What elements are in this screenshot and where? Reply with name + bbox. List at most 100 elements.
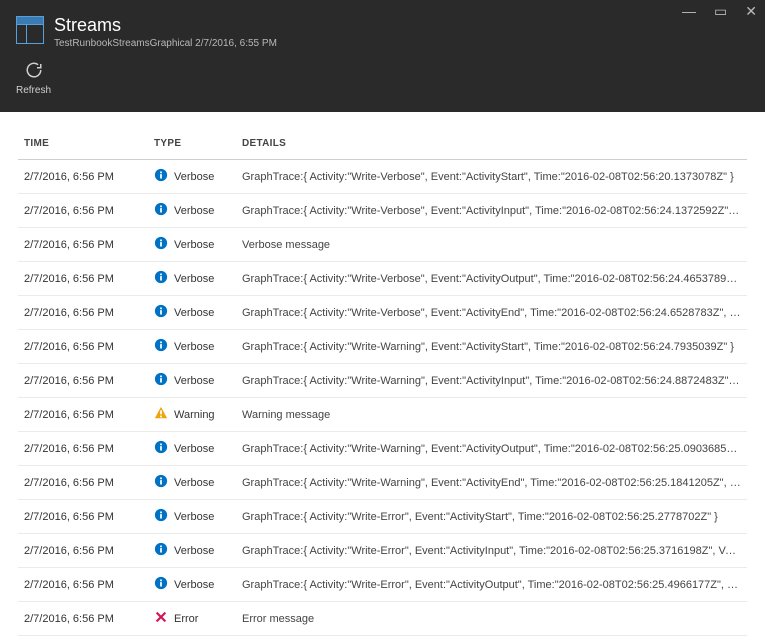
type-label: Verbose bbox=[174, 239, 214, 251]
type-label: Verbose bbox=[174, 545, 214, 557]
refresh-icon bbox=[25, 61, 43, 82]
verbose-icon bbox=[154, 304, 168, 321]
table-row[interactable]: 2/7/2016, 6:56 PMVerboseGraphTrace:{ Act… bbox=[18, 296, 747, 330]
table-row[interactable]: 2/7/2016, 6:56 PM Verbose GraphTrace:{ Act… bbox=[18, 262, 747, 296]
cell-time: 2/7/2016, 6:56 PM bbox=[18, 228, 148, 262]
warning-icon bbox=[154, 406, 168, 423]
cell-type: Verbose bbox=[148, 296, 236, 330]
table-row[interactable]: 2/7/2016, 6:56 PM Error Error message bbox=[18, 602, 747, 636]
type-label: Error bbox=[174, 613, 198, 625]
verbose-icon bbox=[154, 576, 168, 593]
type-label: Verbose bbox=[174, 375, 214, 387]
cell-details: GraphTrace:{ Activity:"Write-Warning", E… bbox=[236, 466, 747, 500]
table-row[interactable]: 2/7/2016, 6:56 PM Verbose GraphTrace:{ Act… bbox=[18, 500, 747, 534]
cell-type: Verbose bbox=[148, 432, 236, 466]
cell-details: GraphTrace:{ Activity:"Write-Error", Eve… bbox=[236, 636, 747, 640]
toolbar: Refresh bbox=[16, 61, 749, 96]
verbose-icon bbox=[154, 372, 168, 389]
col-header-type[interactable]: TYPE bbox=[148, 130, 236, 160]
table-row[interactable]: 2/7/2016, 6:56 PM Verbose GraphTrace:{ Act… bbox=[18, 466, 747, 500]
cell-details: GraphTrace:{ Activity:"Write-Verbose", E… bbox=[236, 194, 747, 228]
col-header-time[interactable]: TIME bbox=[18, 130, 148, 160]
cell-details: GraphTrace:{ Activity:"Write-Warning", E… bbox=[236, 432, 747, 466]
close-button[interactable]: ✕ bbox=[745, 4, 757, 18]
cell-details: GraphTrace:{ Activity:"Write-Error", Eve… bbox=[236, 568, 747, 602]
table-row[interactable]: 2/7/2016, 6:56 PMVerboseGraphTrace:{ Act… bbox=[18, 330, 747, 364]
streams-table: TIME TYPE DETAILS 2/7/2016, 6:56 PMVerbo… bbox=[18, 130, 747, 640]
cell-type: Verbose bbox=[148, 568, 236, 602]
window-controls: — ▭ ✕ bbox=[682, 4, 757, 18]
cell-details: GraphTrace:{ Activity:"Write-Error", Eve… bbox=[236, 534, 747, 568]
cell-type: Verbose bbox=[148, 534, 236, 568]
cell-time: 2/7/2016, 6:56 PM bbox=[18, 364, 148, 398]
verbose-icon bbox=[154, 270, 168, 287]
type-label: Verbose bbox=[174, 579, 214, 591]
verbose-icon bbox=[154, 338, 168, 355]
verbose-icon bbox=[154, 168, 168, 185]
type-label: Verbose bbox=[174, 171, 214, 183]
verbose-icon bbox=[154, 236, 168, 253]
cell-time: 2/7/2016, 6:56 PM bbox=[18, 160, 148, 194]
verbose-icon bbox=[154, 202, 168, 219]
table-row[interactable]: 2/7/2016, 6:56 PM Verbose GraphTrace:{ Act… bbox=[18, 568, 747, 602]
blade-title: Streams bbox=[54, 16, 277, 36]
cell-type: Verbose bbox=[148, 364, 236, 398]
cell-details: GraphTrace:{ Activity:"Write-Verbose", E… bbox=[236, 296, 747, 330]
cell-time: 2/7/2016, 6:56 PM bbox=[18, 398, 148, 432]
cell-type: Verbose bbox=[148, 194, 236, 228]
type-label: Verbose bbox=[174, 511, 214, 523]
cell-time: 2/7/2016, 6:56 PM bbox=[18, 602, 148, 636]
type-label: Verbose bbox=[174, 443, 214, 455]
type-label: Verbose bbox=[174, 477, 214, 489]
type-label: Verbose bbox=[174, 205, 214, 217]
table-row[interactable]: 2/7/2016, 6:56 PM Verbose GraphTrace:{ Act… bbox=[18, 194, 747, 228]
cell-time: 2/7/2016, 6:56 PM bbox=[18, 432, 148, 466]
cell-details: GraphTrace:{ Activity:"Write-Verbose", E… bbox=[236, 160, 747, 194]
table-row[interactable]: 2/7/2016, 6:56 PM Verbose GraphTrace:{ Act… bbox=[18, 534, 747, 568]
error-icon bbox=[154, 610, 168, 627]
maximize-button[interactable]: ▭ bbox=[714, 4, 727, 18]
cell-time: 2/7/2016, 6:56 PM bbox=[18, 534, 148, 568]
col-header-details[interactable]: DETAILS bbox=[236, 130, 747, 160]
cell-details: GraphTrace:{ Activity:"Write-Error", Eve… bbox=[236, 500, 747, 534]
type-label: Verbose bbox=[174, 307, 214, 319]
cell-details: Verbose message bbox=[236, 228, 747, 262]
cell-type: Warning bbox=[148, 398, 236, 432]
cell-time: 2/7/2016, 6:56 PM bbox=[18, 500, 148, 534]
content-area: TIME TYPE DETAILS 2/7/2016, 6:56 PMVerbo… bbox=[0, 112, 765, 640]
table-row[interactable]: 2/7/2016, 6:56 PMWarningWarning message bbox=[18, 398, 747, 432]
refresh-button[interactable]: Refresh bbox=[16, 61, 51, 96]
table-row[interactable]: 2/7/2016, 6:56 PMVerboseGraphTrace:{ Act… bbox=[18, 636, 747, 640]
cell-type: Verbose bbox=[148, 466, 236, 500]
table-row[interactable]: 2/7/2016, 6:56 PM Verbose GraphTrace:{ Act… bbox=[18, 432, 747, 466]
title-bar: — ▭ ✕ Streams TestRunbookStreamsGraphica… bbox=[0, 0, 765, 112]
verbose-icon bbox=[154, 508, 168, 525]
table-row[interactable]: 2/7/2016, 6:56 PM Verbose Verbose message bbox=[18, 228, 747, 262]
table-row[interactable]: 2/7/2016, 6:56 PM Verbose GraphTrace:{ Act… bbox=[18, 160, 747, 194]
verbose-icon bbox=[154, 474, 168, 491]
cell-time: 2/7/2016, 6:56 PM bbox=[18, 262, 148, 296]
refresh-label: Refresh bbox=[16, 85, 51, 96]
cell-type: Verbose bbox=[148, 500, 236, 534]
cell-details: GraphTrace:{ Activity:"Write-Warning", E… bbox=[236, 330, 747, 364]
verbose-icon bbox=[154, 542, 168, 559]
cell-type: Verbose bbox=[148, 160, 236, 194]
cell-details: GraphTrace:{ Activity:"Write-Verbose", E… bbox=[236, 262, 747, 296]
cell-time: 2/7/2016, 6:56 PM bbox=[18, 568, 148, 602]
verbose-icon bbox=[154, 440, 168, 457]
cell-type: Verbose bbox=[148, 228, 236, 262]
cell-type: Verbose bbox=[148, 262, 236, 296]
type-label: Warning bbox=[174, 409, 215, 421]
cell-time: 2/7/2016, 6:56 PM bbox=[18, 466, 148, 500]
minimize-button[interactable]: — bbox=[682, 4, 696, 18]
cell-type: Verbose bbox=[148, 636, 236, 640]
cell-details: GraphTrace:{ Activity:"Write-Warning", E… bbox=[236, 364, 747, 398]
cell-type: Error bbox=[148, 602, 236, 636]
table-row[interactable]: 2/7/2016, 6:56 PM Verbose GraphTrace:{ Act… bbox=[18, 364, 747, 398]
blade-subtitle: TestRunbookStreamsGraphical 2/7/2016, 6:… bbox=[54, 38, 277, 49]
cell-time: 2/7/2016, 6:56 PM bbox=[18, 194, 148, 228]
type-label: Verbose bbox=[174, 273, 214, 285]
streams-tile-icon bbox=[16, 16, 44, 44]
cell-details: Error message bbox=[236, 602, 747, 636]
cell-type: Verbose bbox=[148, 330, 236, 364]
